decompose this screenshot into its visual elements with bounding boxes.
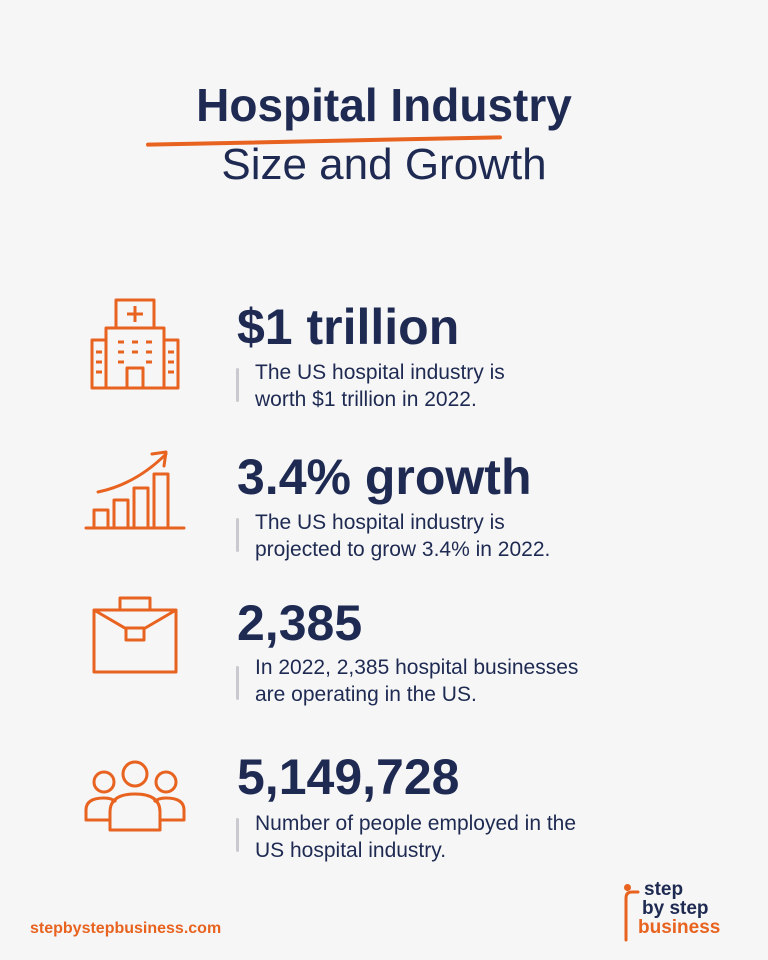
desc-line: are operating in the US. xyxy=(255,683,477,706)
divider-bar xyxy=(236,368,239,402)
people-group-icon xyxy=(84,760,186,832)
divider-bar xyxy=(236,666,239,700)
growth-bar-chart-icon xyxy=(84,450,186,530)
briefcase-icon xyxy=(92,596,178,674)
stat-value: 3.4% growth xyxy=(237,449,532,505)
desc-line: Number of people employed in the xyxy=(255,812,577,835)
divider-bar xyxy=(236,818,239,852)
logo-dot xyxy=(624,884,631,891)
logo-line-step: step xyxy=(644,879,684,900)
stat-value: $1 trillion xyxy=(237,299,460,355)
desc-line: projected to grow 3.4% in 2022. xyxy=(255,538,551,561)
desc-line: The US hospital industry is xyxy=(255,511,505,534)
stat-description: The US hospital industry is worth $1 tri… xyxy=(255,359,695,413)
logo-step-mark-icon xyxy=(624,890,640,942)
website-link[interactable]: stepbystepbusiness.com xyxy=(30,920,222,937)
desc-line: The US hospital industry is xyxy=(255,361,505,384)
stat-growth: 3.4% growth The US hospital industry is … xyxy=(0,440,768,590)
brand-logo: step by step business xyxy=(622,878,742,942)
logo-line-by-step: by step xyxy=(642,898,709,919)
divider-bar xyxy=(236,518,239,552)
logo-line-business: business xyxy=(638,917,721,938)
stat-market-size: $1 trillion The US hospital industry is … xyxy=(0,290,768,440)
stat-description: Number of people employed in the US hosp… xyxy=(255,810,695,864)
page-title: Hospital Industry xyxy=(196,79,572,131)
stat-description: The US hospital industry is projected to… xyxy=(255,509,695,563)
stat-value: 2,385 xyxy=(237,595,363,651)
page-subtitle: Size and Growth xyxy=(221,140,547,190)
stat-businesses: 2,385 In 2022, 2,385 hospital businesses… xyxy=(0,588,768,738)
hospital-building-icon xyxy=(90,298,180,390)
title-block: Hospital Industry Size and Growth xyxy=(0,78,768,192)
stat-value: 5,149,728 xyxy=(237,749,460,805)
desc-line: worth $1 trillion in 2022. xyxy=(255,388,477,411)
desc-line: US hospital industry. xyxy=(255,839,447,862)
stat-description: In 2022, 2,385 hospital businesses are o… xyxy=(255,654,695,708)
stat-employees: 5,149,728 Number of people employed in t… xyxy=(0,748,768,898)
desc-line: In 2022, 2,385 hospital businesses xyxy=(255,656,579,679)
